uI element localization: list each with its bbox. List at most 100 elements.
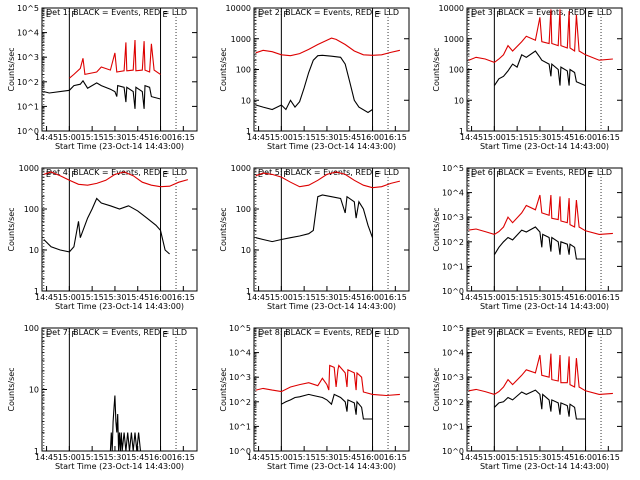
marker-label: F <box>71 170 76 179</box>
y-tick-label: 1000 <box>444 35 464 44</box>
y-axis-label: Counts/sec <box>7 207 16 251</box>
y-tick-label: 10^4 <box>229 349 251 358</box>
x-tick-label: 15:30 <box>528 293 551 302</box>
x-tick-label: 15:30 <box>315 453 338 462</box>
marker-label: E <box>163 10 168 19</box>
plot-title: Det 8: BLACK = Events, RED = LLD <box>258 328 399 337</box>
x-axis-label: Start Time (23-Oct-14 14:43:00) <box>480 462 609 471</box>
y-tick-label: 10^2 <box>17 78 39 87</box>
x-tick-label: 15:15 <box>293 453 316 462</box>
x-tick-label: 16:00 <box>574 453 597 462</box>
events-series-line <box>494 389 586 420</box>
x-tick-label: 15:15 <box>506 293 529 302</box>
x-tick-label: 15:45 <box>551 453 574 462</box>
plot-title: Det 6: BLACK = Events, RED = LLD <box>471 168 612 177</box>
marker-label: E <box>471 330 476 339</box>
y-tick-label: 10^4 <box>442 349 464 358</box>
events-series-line <box>255 194 374 243</box>
y-axis-label: Counts/sec <box>219 47 228 91</box>
y-tick-label: 10^2 <box>442 238 464 247</box>
events-series-line <box>493 50 586 87</box>
y-tick-label: 10^2 <box>229 398 251 407</box>
x-tick-label: 15:45 <box>126 133 149 142</box>
marker-label: E <box>258 10 263 19</box>
plot-frame <box>253 167 410 292</box>
y-tick-label: 10^4 <box>442 189 464 198</box>
x-tick-label: 15:15 <box>293 133 316 142</box>
plot-title: Det 3: BLACK = Events, RED = LLD <box>471 8 612 17</box>
y-axis-label: Counts/sec <box>432 367 441 411</box>
plot-title: Det 1: BLACK = Events, RED = LLD <box>46 8 187 17</box>
plot-frame <box>253 7 410 132</box>
x-tick-label: 14:45 <box>460 453 483 462</box>
plot-title: Det 7: BLACK = Events, RED = LLD <box>46 328 187 337</box>
y-tick-label: 1000 <box>231 164 251 173</box>
y-tick-label: 1 <box>246 287 251 296</box>
x-axis-label: Start Time (23-Oct-14 14:43:00) <box>480 142 609 151</box>
y-tick-label: 10^5 <box>229 324 251 333</box>
x-tick-label: 16:00 <box>149 133 172 142</box>
x-tick-label: 15:30 <box>103 133 126 142</box>
plot-frame <box>253 327 410 452</box>
y-tick-label: 1000 <box>231 35 251 44</box>
marker-label: E <box>163 170 168 179</box>
x-tick-label: 16:15 <box>384 133 407 142</box>
x-axis-label: Start Time (23-Oct-14 14:43:00) <box>267 302 396 311</box>
x-tick-label: 16:15 <box>172 293 195 302</box>
y-tick-label: 10 <box>29 386 39 395</box>
y-tick-label: 100 <box>24 324 39 333</box>
lld-series-line <box>69 39 161 79</box>
y-tick-label: 1 <box>246 127 251 136</box>
x-tick-label: 15:15 <box>81 133 104 142</box>
x-tick-label: 15:00 <box>58 453 81 462</box>
x-tick-label: 15:00 <box>483 293 506 302</box>
y-tick-label: 10^5 <box>442 324 464 333</box>
y-tick-label: 10^3 <box>17 53 39 62</box>
y-tick-label: 10000 <box>439 4 464 13</box>
marker-label: F <box>283 330 288 339</box>
marker-label: E <box>46 10 51 19</box>
x-tick-label: 15:45 <box>338 133 361 142</box>
events-series-line <box>43 79 161 109</box>
y-axis-label: Counts/sec <box>432 47 441 91</box>
x-tick-label: 16:00 <box>361 453 384 462</box>
x-tick-label: 16:15 <box>384 453 407 462</box>
events-series-line <box>493 226 586 260</box>
x-tick-label: 15:00 <box>483 453 506 462</box>
x-tick-label: 15:15 <box>506 133 529 142</box>
y-tick-label: 1 <box>34 287 39 296</box>
marker-label: E <box>375 10 380 19</box>
x-tick-label: 15:00 <box>270 453 293 462</box>
x-tick-label: 15:30 <box>103 453 126 462</box>
marker-label: E <box>46 170 51 179</box>
x-axis-label: Start Time (23-Oct-14 14:43:00) <box>480 302 609 311</box>
x-tick-label: 14:45 <box>35 133 58 142</box>
x-tick-label: 16:15 <box>597 453 620 462</box>
marker-label: E <box>588 170 593 179</box>
lld-series-line <box>255 364 400 397</box>
y-tick-label: 10^0 <box>229 447 251 456</box>
x-axis-label: Start Time (23-Oct-14 14:43:00) <box>55 302 184 311</box>
y-tick-label: 10 <box>241 96 251 105</box>
marker-label: F <box>496 330 501 339</box>
x-tick-label: 15:30 <box>315 133 338 142</box>
marker-label: F <box>496 10 501 19</box>
marker-label: E <box>375 170 380 179</box>
x-tick-label: 15:30 <box>528 453 551 462</box>
plot-title: Det 5: BLACK = Events, RED = LLD <box>258 168 399 177</box>
marker-label: E <box>471 10 476 19</box>
x-tick-label: 16:00 <box>149 453 172 462</box>
y-tick-label: 10^1 <box>442 422 464 431</box>
plot-title: Det 9: BLACK = Events, RED = LLD <box>471 328 612 337</box>
x-tick-label: 14:45 <box>460 133 483 142</box>
plot-title: Det 2: BLACK = Events, RED = LLD <box>258 8 399 17</box>
x-tick-label: 16:00 <box>574 133 597 142</box>
x-tick-label: 16:00 <box>574 293 597 302</box>
plot-frame <box>466 167 623 292</box>
x-tick-label: 16:15 <box>384 293 407 302</box>
